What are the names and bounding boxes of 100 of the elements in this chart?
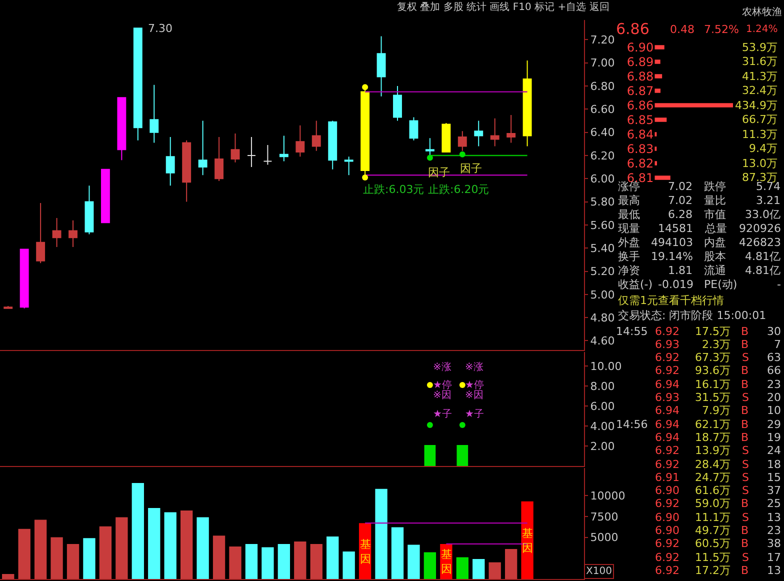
y-tick-label: 4.60 xyxy=(590,334,615,348)
candlestick xyxy=(20,248,29,309)
text: 6.90 11.1万 S 13 xyxy=(655,511,781,524)
annotation: ※涨 xyxy=(433,361,452,373)
point xyxy=(362,174,368,180)
candlestick xyxy=(68,220,78,248)
y-tick-label: 6.82 xyxy=(626,156,654,170)
point xyxy=(362,84,368,90)
text: 净资 1.81 流通 4.81亿 xyxy=(618,264,780,277)
data-label: 基因 xyxy=(441,548,452,576)
text: 6.93 2.3万 B 7 xyxy=(655,338,781,351)
text: 6.94 16.1万 B 23 xyxy=(655,378,781,391)
point xyxy=(459,151,466,158)
bar xyxy=(262,547,274,579)
data-label: 32.4万 xyxy=(742,84,778,97)
candlestick xyxy=(166,136,175,186)
candlestick xyxy=(52,218,62,248)
y-tick-label: 5.40 xyxy=(590,242,615,255)
text: 6.90 49.7万 B 23 xyxy=(655,524,781,537)
bar xyxy=(132,483,144,579)
y-tick-label: 4.80 xyxy=(590,311,615,324)
text: 6.92 28.4万 S 18 xyxy=(655,458,781,471)
bar xyxy=(654,176,670,180)
y-tick-label: 10000 xyxy=(590,489,626,502)
text: ★停 xyxy=(465,380,484,391)
candlestick xyxy=(506,114,516,144)
bar xyxy=(375,488,388,579)
y-tick-label: 6.86 xyxy=(626,98,654,112)
text: 14:56 6.94 62.1万 B 29 xyxy=(616,418,781,431)
bar xyxy=(342,551,355,579)
text: 复权 叠加 多股 统计 画线 F10 标记 +自选 返回 xyxy=(397,1,610,13)
candlestick xyxy=(344,156,354,176)
candlestick xyxy=(214,136,224,182)
y-tick-label: 5.20 xyxy=(590,265,615,278)
candlestick xyxy=(458,130,467,152)
text: 6.94 18.7万 B 19 xyxy=(655,431,781,444)
text: 14:55 6.92 17.5万 B 30 xyxy=(616,325,781,338)
text: 6.92 67.3万 S 63 xyxy=(655,351,781,364)
y-tick-label: 6.88 xyxy=(626,69,654,84)
y-tick-label: 4.00 xyxy=(590,420,615,433)
text: 6.90 61.6万 S 37 xyxy=(655,484,781,497)
bar xyxy=(408,544,420,579)
candlestick xyxy=(84,185,94,235)
point xyxy=(426,154,433,161)
candlestick xyxy=(474,120,484,147)
candlestick xyxy=(198,120,208,176)
y-tick-label: 8.00 xyxy=(590,380,615,393)
data-label: 基因 xyxy=(360,538,371,566)
candlestick xyxy=(376,36,386,97)
bar xyxy=(504,548,518,579)
text: ※因 xyxy=(465,390,484,401)
y-tick-label: 6.83 xyxy=(626,142,654,156)
data-label: 13.0万 xyxy=(742,157,778,170)
annotation: 因子 xyxy=(460,162,482,175)
y-tick-label: 2.00 xyxy=(590,440,615,453)
bar xyxy=(391,527,404,579)
data-label: 434.9万 xyxy=(735,99,778,112)
annotation: ※因 xyxy=(433,390,452,401)
text: 收益(-) -0.019 PE(动) - xyxy=(618,278,781,291)
annotation: ★停 xyxy=(433,379,452,391)
text: 最高 7.02 量比 3.21 xyxy=(618,194,780,207)
annotation: 止跌:6.03元 xyxy=(363,183,424,196)
bar xyxy=(654,103,734,108)
data-label: 66.7万 xyxy=(742,113,778,126)
annotation: ★子 xyxy=(433,409,452,420)
y-tick-label: 7.00 xyxy=(590,56,615,70)
y-tick-label: 5.00 xyxy=(590,288,615,302)
text: 交易状态: 闭市阶段 15:00:01 xyxy=(618,309,766,322)
bar xyxy=(488,562,501,579)
data-label: 基因 xyxy=(522,527,533,554)
text: 农林牧渔 1.24% xyxy=(742,6,782,35)
candlestick xyxy=(328,120,338,170)
bar xyxy=(229,546,242,579)
bar xyxy=(310,544,322,579)
candlestick xyxy=(182,140,192,202)
text: 6.92 93.6万 B 66 xyxy=(655,364,781,377)
candlestick xyxy=(522,60,532,147)
y-tick-label: 6.89 xyxy=(626,54,654,69)
bar xyxy=(99,526,112,579)
text: 6.92 13.9万 S 24 xyxy=(655,444,781,457)
candlestick xyxy=(36,202,46,264)
candlestick xyxy=(133,28,142,141)
y-tick-label: 6.80 xyxy=(590,80,615,93)
candlestick xyxy=(490,118,500,147)
text: 6.92 11.5万 S 17 xyxy=(655,551,781,564)
y-tick-label: 6.87 xyxy=(626,84,654,98)
bar xyxy=(294,541,306,579)
bar xyxy=(50,537,63,579)
bar xyxy=(83,538,96,579)
text: 换手 19.14% 股本 4.81亿 xyxy=(618,250,780,263)
annotation: 7.30 xyxy=(148,22,172,35)
text: ★子 xyxy=(465,409,484,420)
text: 仅需1元查看千档行情 xyxy=(618,294,724,307)
bar xyxy=(180,510,193,579)
annotation: 止跌:6.20元 xyxy=(428,183,490,196)
text: 6.94 7.9万 B 10 xyxy=(655,404,781,417)
text: 6.92 17.2万 B 13 xyxy=(655,564,781,577)
y-tick-label: 7.20 xyxy=(590,34,615,47)
candlestick xyxy=(4,306,13,309)
text: X100 xyxy=(586,566,612,577)
